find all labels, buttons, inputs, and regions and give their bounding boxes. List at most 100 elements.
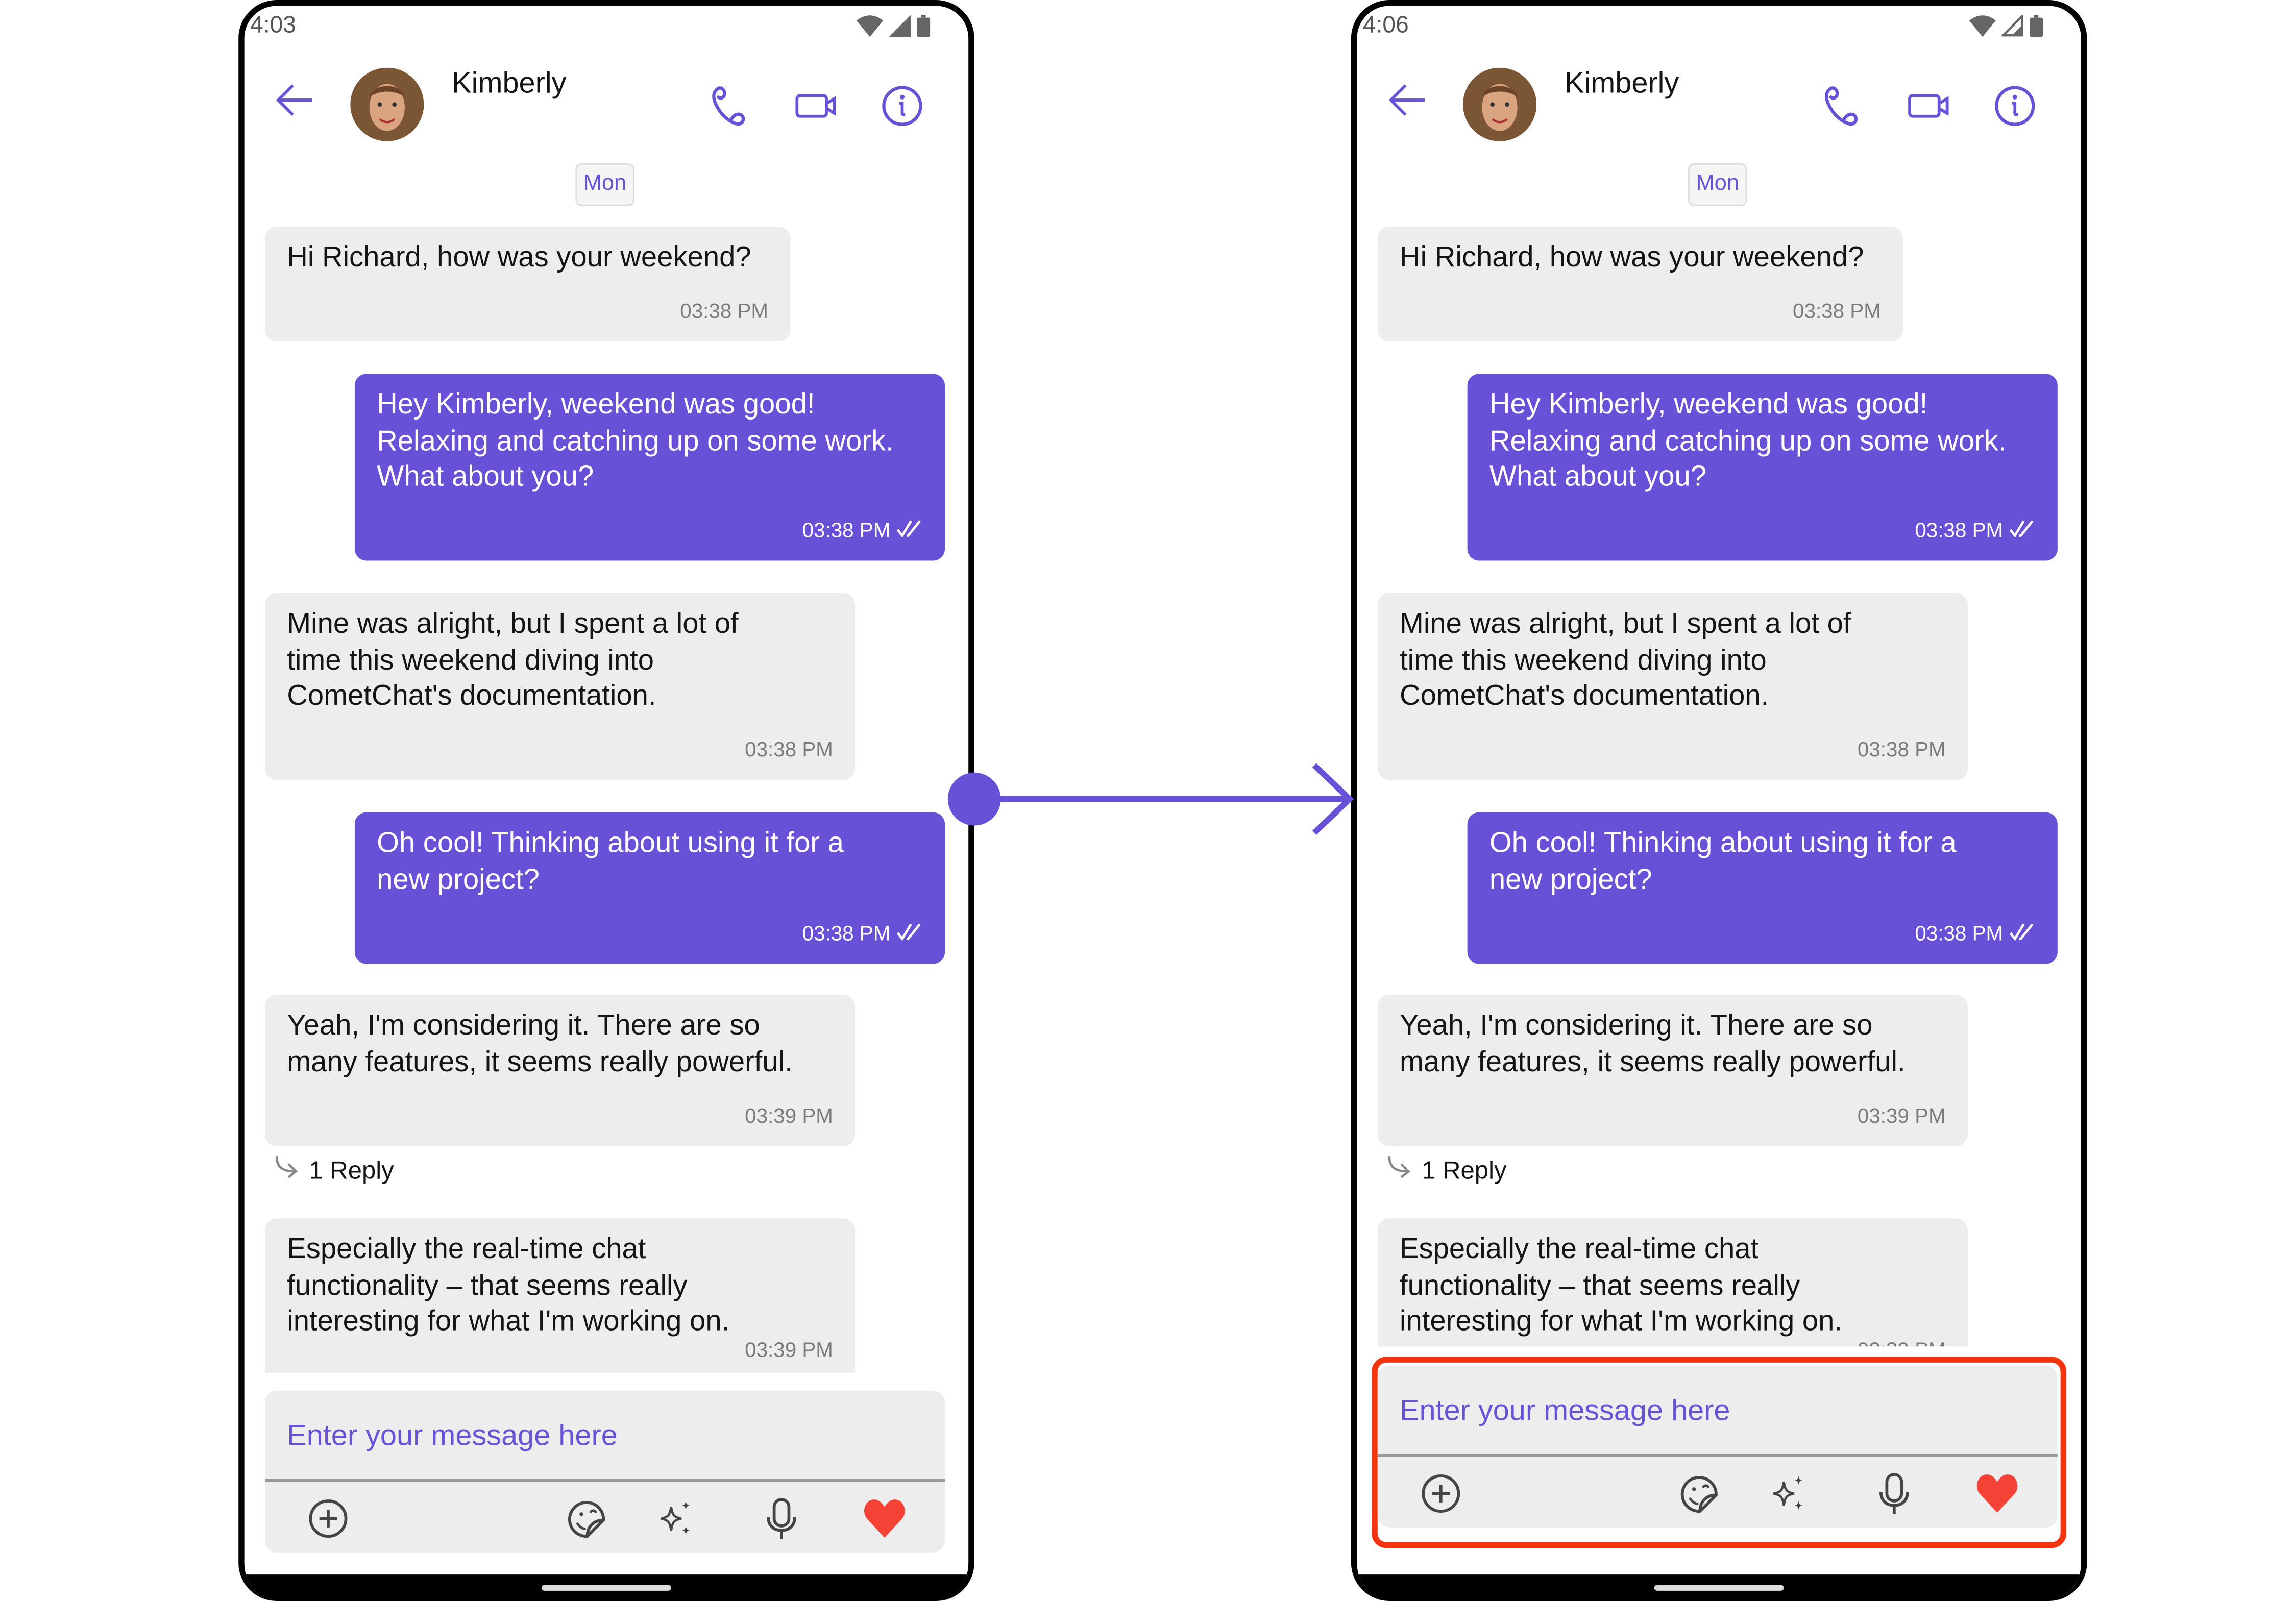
outgoing-message-bubble[interactable]: Oh cool! Thinking about using it for a ne… bbox=[1467, 812, 2058, 964]
contact-name[interactable]: Kimberly bbox=[452, 67, 567, 101]
message-time: 03:39 PM bbox=[745, 1103, 833, 1127]
status-time: 4:06 bbox=[1362, 13, 1409, 38]
message-text-line: Mine was alright, but I spent a lot of bbox=[287, 607, 739, 641]
message-list[interactable]: Hi Richard, how was your weekend? 03:38 P… bbox=[1357, 6, 2081, 1347]
message-text-line: Relaxing and catching up on some work. bbox=[1489, 424, 2007, 457]
heart-icon[interactable] bbox=[863, 1496, 907, 1540]
reply-count: 1 Reply bbox=[1422, 1155, 1507, 1184]
message-text-line: What about you? bbox=[1489, 460, 1707, 493]
message-text-line: interesting for what I'm working on. bbox=[1400, 1305, 1843, 1338]
incoming-message-bubble[interactable]: Yeah, I'm considering it. There are so ma… bbox=[264, 995, 856, 1147]
signal-icon bbox=[889, 14, 911, 44]
message-text-line: new project? bbox=[1489, 863, 1652, 896]
message-time: 03:38 PM bbox=[1915, 517, 2004, 541]
message-timestamp: 03:39 PM bbox=[1858, 1097, 1946, 1134]
message-text-line: interesting for what I'm working on. bbox=[287, 1305, 730, 1338]
info-icon[interactable] bbox=[880, 84, 924, 135]
message-timestamp: 03:38 PM bbox=[802, 915, 923, 951]
incoming-message-bubble[interactable]: Hi Richard, how was your weekend? 03:38 P… bbox=[1377, 227, 1903, 341]
sticker-icon[interactable] bbox=[1678, 1471, 1722, 1515]
message-time: 03:39 PM bbox=[745, 1337, 833, 1361]
ai-sparkle-icon[interactable] bbox=[1766, 1471, 1810, 1515]
avatar[interactable] bbox=[1463, 67, 1537, 141]
back-arrow-icon[interactable] bbox=[274, 82, 315, 125]
outgoing-message-bubble[interactable]: Hey Kimberly, weekend was good! Relaxing … bbox=[354, 374, 945, 561]
message-text-line: CometChat's documentation. bbox=[287, 680, 656, 712]
message-text-line: Especially the real-time chat bbox=[1400, 1233, 1759, 1266]
battery-icon bbox=[917, 14, 931, 44]
back-arrow-icon[interactable] bbox=[1386, 82, 1428, 125]
phone-after: 4:06 Kimberly Mon Hi Richard, how was your … bbox=[1351, 0, 2087, 1601]
message-input[interactable]: Enter your message here bbox=[1400, 1395, 1730, 1427]
message-time: 03:38 PM bbox=[1793, 298, 1881, 322]
message-text-line: Hi Richard, how was your weekend? bbox=[287, 241, 751, 274]
status-time: 4:03 bbox=[250, 13, 296, 38]
incoming-message-bubble[interactable]: Mine was alright, but I spent a lot of ti… bbox=[1377, 593, 1968, 780]
avatar[interactable] bbox=[350, 67, 424, 141]
voice-call-icon[interactable] bbox=[710, 84, 751, 135]
thread-replies-link[interactable]: 1 Reply bbox=[1386, 1155, 1506, 1186]
incoming-message-bubble[interactable]: Especially the real-time chat functionali… bbox=[1377, 1218, 1968, 1347]
message-text-line: many features, it seems really powerful. bbox=[1400, 1045, 1906, 1078]
video-call-icon[interactable] bbox=[795, 91, 839, 128]
thread-replies-link[interactable]: 1 Reply bbox=[274, 1155, 394, 1186]
message-time: 03:38 PM bbox=[802, 517, 891, 541]
microphone-icon[interactable] bbox=[1872, 1471, 1916, 1515]
home-indicator[interactable] bbox=[1654, 1585, 1784, 1591]
reply-arrow-icon bbox=[1386, 1155, 1416, 1186]
incoming-message-bubble[interactable]: Yeah, I'm considering it. There are so ma… bbox=[1377, 995, 1968, 1147]
message-timestamp: 03:38 PM bbox=[1915, 915, 2035, 951]
date-separator: Mon bbox=[1688, 163, 1747, 206]
add-attachment-icon[interactable] bbox=[306, 1496, 350, 1540]
message-list[interactable]: Hi Richard, how was your weekend? 03:38 P… bbox=[245, 6, 969, 1373]
ai-sparkle-icon[interactable] bbox=[653, 1496, 697, 1540]
message-time: 03:39 PM bbox=[1858, 1331, 1946, 1346]
message-text-line: What about you? bbox=[377, 460, 594, 493]
home-indicator[interactable] bbox=[542, 1585, 671, 1591]
message-text-line: CometChat's documentation. bbox=[1400, 680, 1769, 712]
navigation-bar bbox=[244, 1574, 969, 1601]
voice-call-icon[interactable] bbox=[1822, 84, 1864, 135]
message-input[interactable]: Enter your message here bbox=[287, 1420, 618, 1452]
message-text-line: Oh cool! Thinking about using it for a bbox=[1489, 827, 1957, 859]
message-text-line: functionality – that seems really bbox=[1400, 1269, 1800, 1302]
message-time: 03:38 PM bbox=[1857, 736, 1946, 760]
message-time: 03:38 PM bbox=[802, 920, 891, 944]
reply-count: 1 Reply bbox=[309, 1155, 394, 1184]
message-composer: Enter your message here bbox=[264, 1390, 945, 1553]
incoming-message-bubble[interactable]: Especially the real-time chat functionali… bbox=[264, 1218, 856, 1373]
message-timestamp: 03:39 PM bbox=[745, 1331, 833, 1367]
message-time: 03:38 PM bbox=[680, 298, 769, 322]
outgoing-message-bubble[interactable]: Oh cool! Thinking about using it for a ne… bbox=[354, 812, 945, 964]
composer-divider bbox=[1377, 1454, 2058, 1457]
message-timestamp: 03:39 PM bbox=[1858, 1331, 1946, 1346]
message-timestamp: 03:38 PM bbox=[1793, 292, 1881, 328]
wifi-icon bbox=[1969, 15, 1996, 44]
message-timestamp: 03:38 PM bbox=[1858, 731, 1946, 767]
message-timestamp: 03:38 PM bbox=[802, 511, 923, 548]
message-text-line: Hey Kimberly, weekend was good! bbox=[1489, 388, 1928, 421]
double-check-icon bbox=[896, 915, 923, 951]
message-timestamp: 03:38 PM bbox=[1915, 511, 2035, 548]
message-timestamp: 03:38 PM bbox=[745, 731, 833, 767]
message-text-line: Hey Kimberly, weekend was good! bbox=[377, 388, 815, 421]
microphone-icon[interactable] bbox=[760, 1496, 803, 1540]
outgoing-message-bubble[interactable]: Hey Kimberly, weekend was good! Relaxing … bbox=[1467, 374, 2058, 561]
date-separator: Mon bbox=[575, 163, 634, 206]
video-call-icon[interactable] bbox=[1908, 91, 1951, 128]
message-text-line: Oh cool! Thinking about using it for a bbox=[377, 827, 844, 859]
message-time: 03:39 PM bbox=[1857, 1103, 1946, 1127]
sticker-icon[interactable] bbox=[565, 1496, 609, 1540]
contact-name[interactable]: Kimberly bbox=[1564, 67, 1679, 101]
info-icon[interactable] bbox=[1993, 84, 2037, 135]
double-check-icon bbox=[2009, 511, 2036, 548]
incoming-message-bubble[interactable]: Mine was alright, but I spent a lot of ti… bbox=[264, 593, 856, 780]
message-text-line: new project? bbox=[377, 863, 540, 896]
status-icons bbox=[857, 14, 931, 44]
add-attachment-icon[interactable] bbox=[1419, 1471, 1463, 1515]
heart-icon[interactable] bbox=[1975, 1471, 2019, 1515]
incoming-message-bubble[interactable]: Hi Richard, how was your weekend? 03:38 P… bbox=[264, 227, 791, 341]
wifi-icon bbox=[857, 15, 883, 44]
transition-arrow bbox=[947, 763, 1354, 835]
